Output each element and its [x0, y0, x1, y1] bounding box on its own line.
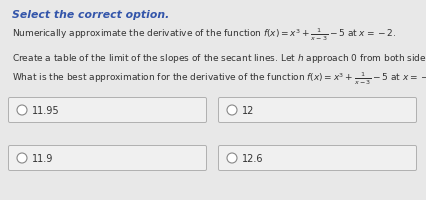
FancyBboxPatch shape: [219, 98, 417, 123]
FancyBboxPatch shape: [9, 146, 207, 171]
Circle shape: [17, 105, 27, 115]
Circle shape: [227, 105, 237, 115]
Text: 12.6: 12.6: [242, 153, 264, 163]
FancyBboxPatch shape: [9, 98, 207, 123]
Text: Numerically approximate the derivative of the function $f(x) = x^3 + \frac{1}{x-: Numerically approximate the derivative o…: [12, 26, 396, 42]
FancyBboxPatch shape: [219, 146, 417, 171]
Text: What is the best approximation for the derivative of the function $f(x) = x^3 + : What is the best approximation for the d…: [12, 70, 426, 86]
Text: 11.9: 11.9: [32, 153, 53, 163]
Text: 12: 12: [242, 105, 254, 115]
Text: Select the correct option.: Select the correct option.: [12, 10, 169, 20]
Text: Create a table of the limit of the slopes of the secant lines. Let $h$ approach : Create a table of the limit of the slope…: [12, 52, 426, 65]
Circle shape: [17, 153, 27, 163]
Text: 11.95: 11.95: [32, 105, 60, 115]
Circle shape: [227, 153, 237, 163]
